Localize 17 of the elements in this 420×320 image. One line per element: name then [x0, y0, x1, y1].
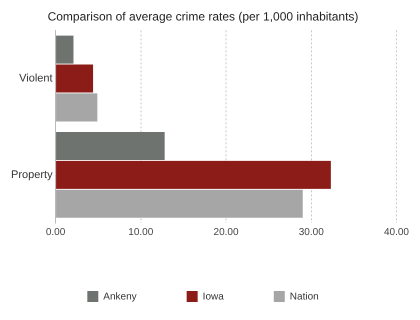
bar [56, 190, 303, 218]
bar [56, 93, 98, 122]
bar [56, 132, 165, 160]
bar [56, 160, 331, 189]
y-tick-label: Property [10, 168, 54, 181]
x-tick-label: 30.00 [298, 226, 324, 238]
bar [56, 64, 94, 93]
y-tick-label: Violent [19, 72, 53, 85]
x-tick-label: 0.00 [46, 226, 66, 238]
bar [56, 36, 74, 64]
x-tick-label: 10.00 [128, 226, 154, 238]
chart-title: Comparison of average crime rates (per 1,000 inhabitants) [48, 10, 358, 24]
x-tick-label: 20.00 [214, 226, 239, 238]
legend-label: Nation [290, 291, 319, 302]
legend-label: Iowa [202, 291, 224, 302]
legend-label: Ankeny [103, 291, 137, 302]
x-tick-label: 40.00 [384, 226, 410, 238]
